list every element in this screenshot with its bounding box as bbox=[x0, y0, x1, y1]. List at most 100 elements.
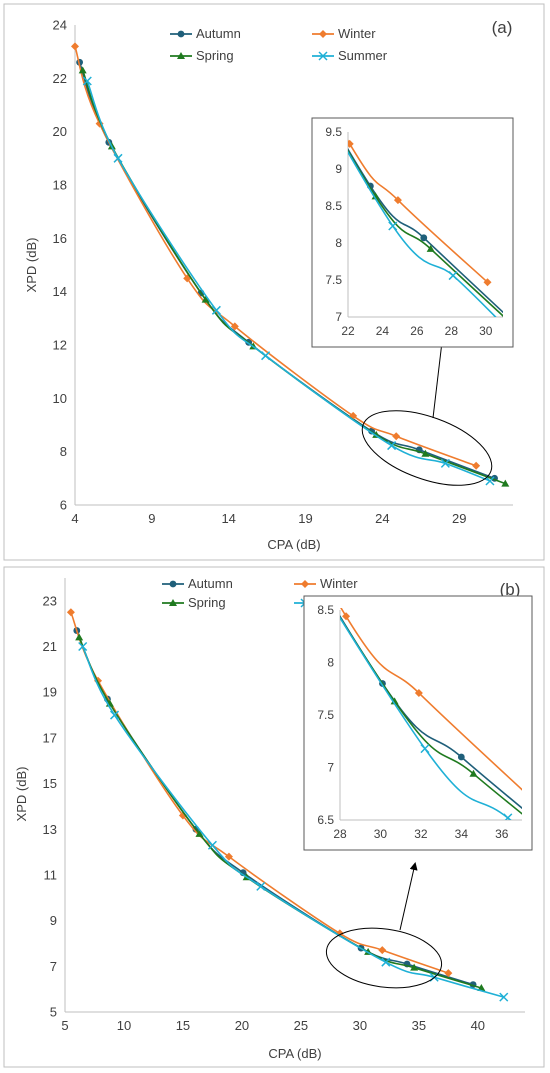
panel-b-y-tick-label: 21 bbox=[43, 639, 57, 654]
panel-a-zoom-ellipse bbox=[361, 410, 493, 486]
panel-b-label: (b) bbox=[500, 580, 521, 599]
panel-b-inset-point-summer bbox=[503, 813, 513, 820]
panel-a-point-winter bbox=[392, 432, 401, 441]
panel-a-legend-item-summer: Summer bbox=[312, 48, 388, 63]
panel-a-x-tick-label: 19 bbox=[298, 511, 312, 526]
panel-b-inset-point-spring bbox=[469, 769, 478, 777]
panel-a-inset-y-tick-label: 9 bbox=[335, 162, 342, 176]
panel-a-point-summer bbox=[82, 76, 92, 86]
panel-a-inset-y-tick-label: 9.5 bbox=[325, 125, 342, 139]
panel-a-x-tick-label: 24 bbox=[375, 511, 389, 526]
panel-a-point-winter bbox=[472, 461, 481, 470]
panel-a-inset-line-spring bbox=[348, 149, 503, 317]
panel-b-inset-x-tick-label: 36 bbox=[495, 827, 509, 841]
panel-b-point-winter bbox=[378, 946, 387, 955]
panel-a-x-tick-label: 9 bbox=[148, 511, 155, 526]
panel-a-point-summer bbox=[211, 305, 221, 315]
panel-a-legend-item-spring: Spring bbox=[170, 48, 234, 63]
panel-a-inset: 22 24 26 28 30 7 7.5 8 8.5 9 9.5 bbox=[311, 117, 514, 348]
panel-a-legend-label-spring: Spring bbox=[196, 48, 234, 63]
panel-a-inset-x-tick-label: 30 bbox=[479, 324, 493, 338]
panel-a-point-spring bbox=[501, 479, 510, 487]
panel-a-inset-x-tick-label: 22 bbox=[341, 324, 355, 338]
panel-a-point-spring bbox=[372, 430, 381, 438]
panel-a-label: (a) bbox=[492, 18, 513, 37]
panel-a-point-summer bbox=[440, 458, 450, 468]
panel-b-inset-point-summer bbox=[420, 744, 430, 754]
panel-b-inset-x-tick-label: 28 bbox=[333, 827, 347, 841]
panel-a-legend-marker-summer bbox=[318, 51, 328, 61]
panel-a-inset-frame bbox=[311, 117, 514, 348]
panel-a-x-axis-title: CPA (dB) bbox=[267, 537, 320, 552]
panel-b-inset-series-winter bbox=[340, 608, 522, 791]
panel-b-x-tick-label: 30 bbox=[353, 1018, 367, 1033]
panel-b-inset: 28 30 32 34 36 6.5 7 7.5 8 8.5 bbox=[303, 595, 533, 851]
panel-a-point-summer bbox=[113, 153, 123, 163]
panel-b-point-winter bbox=[224, 852, 233, 861]
panel-b-inset-y-tick-label: 8 bbox=[327, 656, 334, 670]
panel-a-point-spring bbox=[78, 66, 87, 74]
panel-b-inset-x-tick-label: 30 bbox=[374, 827, 388, 841]
panel-a-legend-item-autumn: Autumn bbox=[170, 26, 241, 41]
panel-a-inset-y-tick-label: 7.5 bbox=[325, 273, 342, 287]
panel-a-inset-point-spring bbox=[426, 244, 435, 252]
panel-a-inset-x-tick-label: 26 bbox=[410, 324, 424, 338]
panel-b-point-summer bbox=[207, 840, 217, 850]
panel-a-y-tick-label: 22 bbox=[53, 71, 67, 86]
panel-a-point-spring bbox=[201, 295, 210, 303]
panel-b-inset-x-tick-label: 32 bbox=[414, 827, 428, 841]
panel-a-inset-y-tick-label: 8 bbox=[335, 236, 342, 250]
panel-b-y-tick-label: 11 bbox=[44, 867, 58, 882]
panel-a-inset-line-winter bbox=[348, 139, 489, 283]
panel-b-legend-item-autumn: Autumn bbox=[162, 576, 233, 591]
panel-a-y-tick-label: 6 bbox=[60, 498, 67, 513]
panel-b-x-axis-title: CPA (dB) bbox=[268, 1046, 321, 1061]
panel-b-legend-marker-autumn bbox=[169, 580, 177, 588]
panel-a-inset-point-summer bbox=[448, 271, 458, 281]
panel-a-inset-series-spring bbox=[348, 149, 503, 317]
panel-b-x-tick-label: 5 bbox=[61, 1018, 68, 1033]
panel-a-y-tick-label: 18 bbox=[53, 178, 67, 193]
panel-b-y-tick-label: 7 bbox=[50, 959, 57, 974]
panel-b-inset-y-tick-label: 8.5 bbox=[317, 603, 334, 617]
panel-a-x-tick-label: 29 bbox=[452, 511, 466, 526]
panel-b-point-spring bbox=[195, 829, 204, 837]
panel-a-point-spring bbox=[421, 449, 430, 457]
panel-b-point-summer bbox=[499, 992, 509, 1002]
panel-b-legend-marker-winter bbox=[301, 580, 309, 588]
panel-a-inset-line-autumn bbox=[348, 147, 503, 314]
panel-b-x-tick-label: 20 bbox=[235, 1018, 249, 1033]
panel-a: 4 9 14 19 24 29 6 8 10 12 14 16 18 20 22 24 CPA (dB) XPD … bbox=[3, 3, 545, 561]
panel-a-inset-point-summer bbox=[388, 221, 398, 231]
panel-b-legend-label-autumn: Autumn bbox=[188, 576, 233, 591]
panel-b-inset-x-tick-label: 34 bbox=[455, 827, 469, 841]
panel-b-x-tick-label: 35 bbox=[412, 1018, 426, 1033]
panel-b-legend-label-spring: Spring bbox=[188, 595, 226, 610]
panel-b-inset-point-winter bbox=[414, 688, 423, 697]
panel-b-inset-point-spring bbox=[390, 697, 399, 705]
panel-a-inset-series-winter bbox=[348, 139, 492, 287]
panel-a-inset-point-winter bbox=[348, 139, 354, 148]
panel-b-y-tick-label: 9 bbox=[50, 913, 57, 928]
panel-a-legend-marker-spring bbox=[177, 52, 185, 59]
panel-a-series-summer bbox=[82, 76, 495, 486]
panel-a-point-winter bbox=[230, 322, 239, 331]
panel-a-inset-point-winter bbox=[483, 278, 492, 287]
panel-b-point-summer bbox=[381, 957, 391, 967]
panel-a-y-tick-label: 20 bbox=[53, 124, 67, 139]
panel-a-y-tick-label: 12 bbox=[53, 338, 67, 353]
panel-a-inset-series-summer bbox=[348, 150, 497, 317]
panel-b-point-spring bbox=[75, 633, 84, 641]
panel-a-series-winter bbox=[71, 42, 481, 470]
panel-b-inset-line-winter bbox=[340, 608, 522, 791]
panel-b-point-summer bbox=[110, 710, 120, 720]
panel-a-point-summer bbox=[485, 476, 495, 486]
panel-a-y-tick-label: 10 bbox=[53, 391, 67, 406]
panel-a-y-tick-label: 14 bbox=[53, 284, 67, 299]
panel-b-zoom-ellipse bbox=[325, 927, 443, 989]
panel-b-legend-item-spring: Spring bbox=[162, 595, 226, 610]
panel-a-legend-marker-winter bbox=[319, 30, 327, 38]
panel-a-legend-marker-autumn bbox=[177, 30, 185, 38]
panel-b-inset-line-autumn bbox=[340, 614, 522, 810]
